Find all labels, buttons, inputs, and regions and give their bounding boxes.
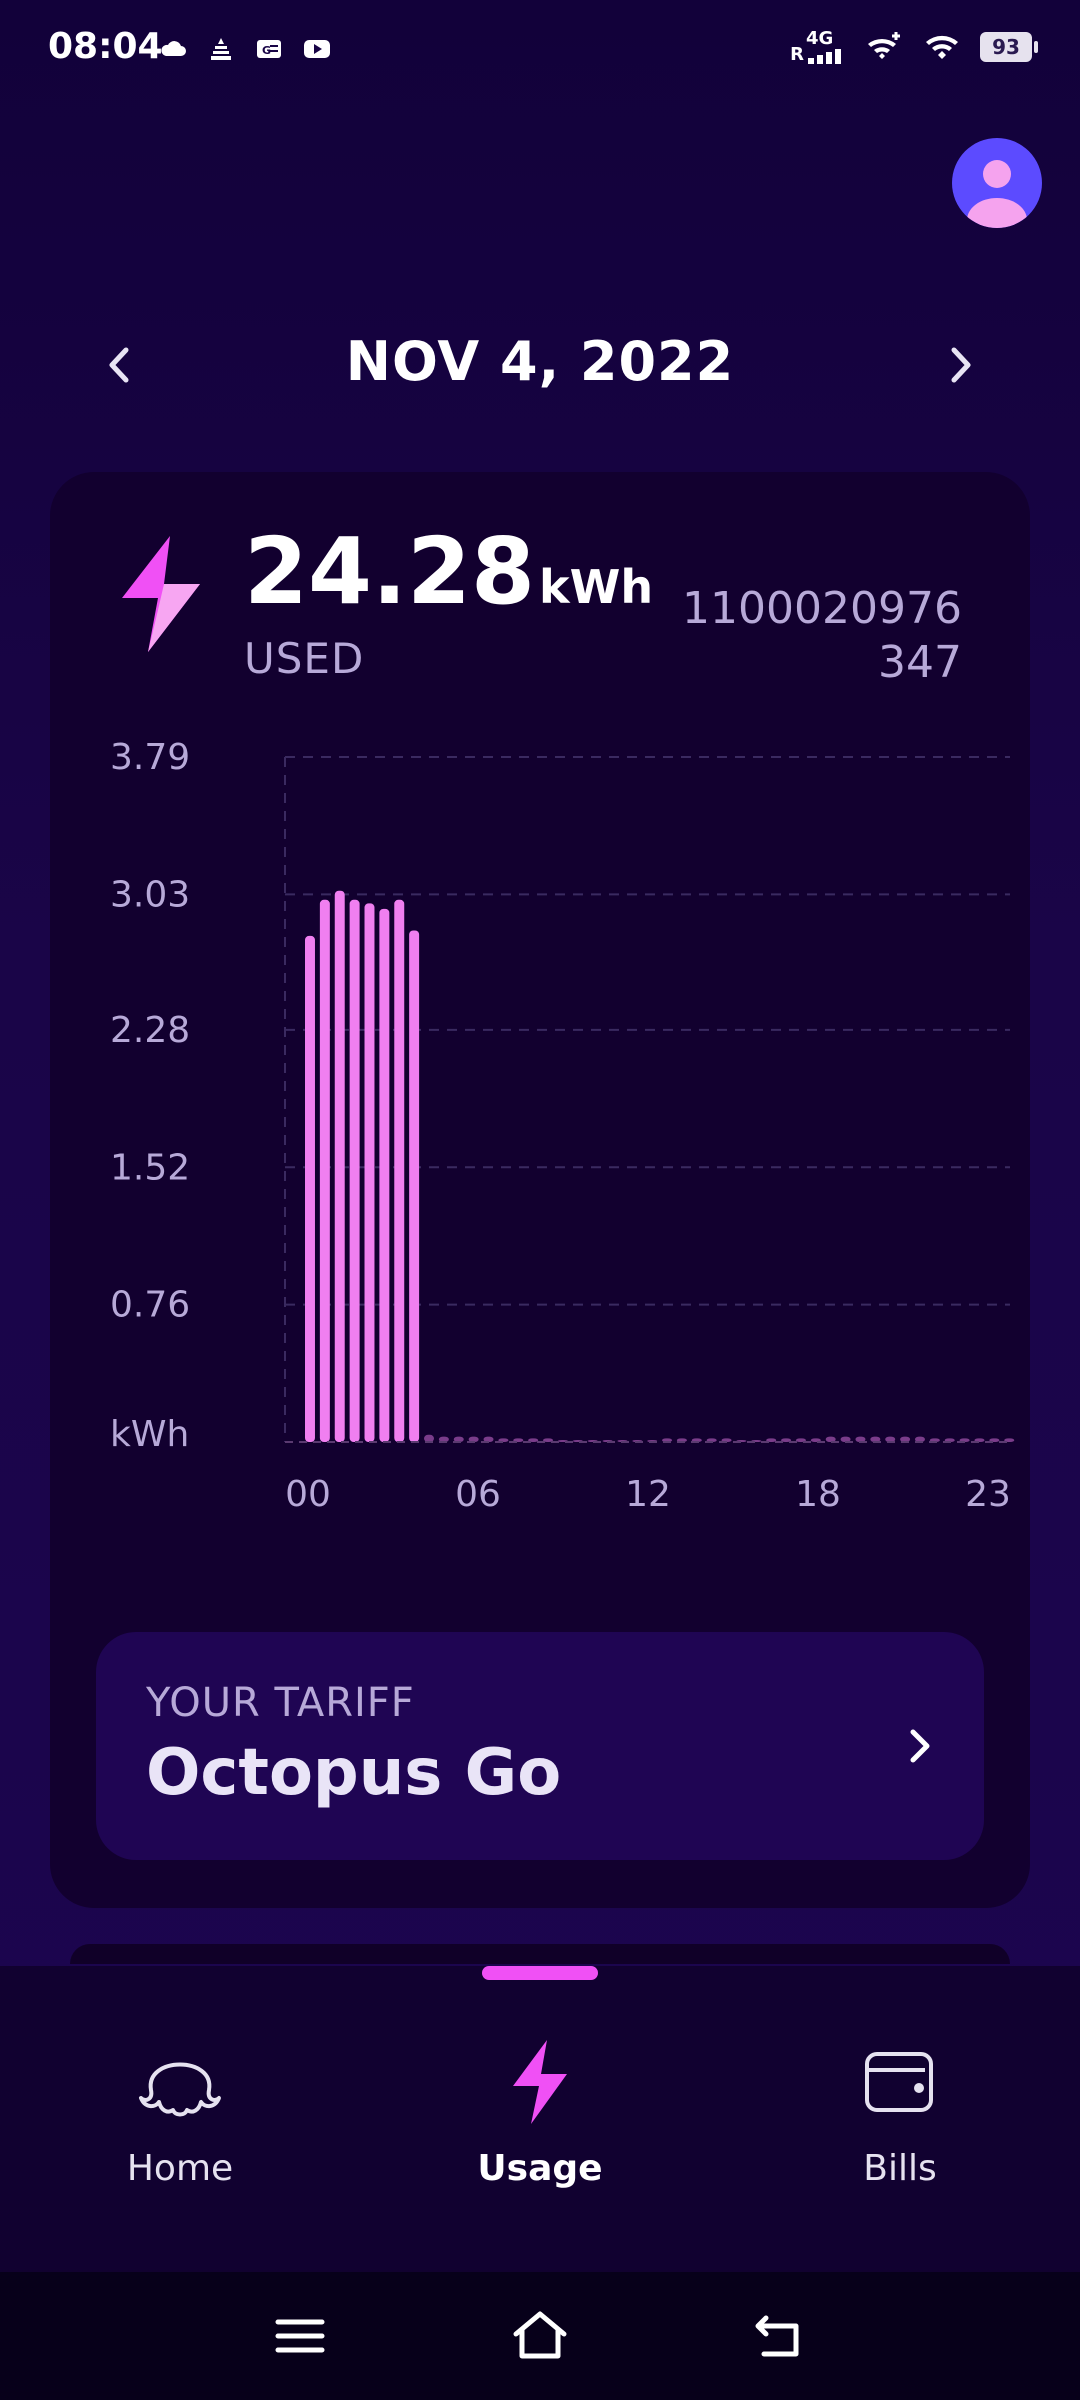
- menu-icon[interactable]: [270, 2308, 330, 2364]
- wallet-icon: [865, 2052, 933, 2112]
- lightning-icon: [513, 2040, 567, 2124]
- status-time: 08:04: [48, 26, 163, 67]
- chart-bar: [543, 1438, 554, 1442]
- nav-label-bills: Bills: [863, 2148, 937, 2189]
- battery-indicator: 93: [980, 32, 1038, 62]
- previous-day-button[interactable]: [92, 338, 146, 392]
- nav-item-usage[interactable]: Usage: [410, 2036, 670, 2236]
- status-bar: 08:04 G R 4G 93: [0, 0, 1080, 100]
- network-type-label: 4G: [806, 28, 834, 49]
- back-icon[interactable]: [750, 2308, 810, 2364]
- octopus-icon: [139, 2062, 221, 2117]
- chart-bar: [305, 935, 315, 1442]
- usage-total-value: 24.28: [244, 518, 536, 625]
- svg-text:G: G: [262, 44, 271, 57]
- chart-bar: [394, 899, 405, 1442]
- chevron-right-icon: [910, 1729, 930, 1763]
- roaming-label: R: [790, 44, 804, 65]
- chart-bar: [438, 1436, 449, 1442]
- chart-bar: [781, 1438, 792, 1442]
- chart-bar: [349, 899, 360, 1442]
- news-icon: G: [257, 40, 281, 58]
- chart-x-tick-label: 06: [455, 1474, 501, 1515]
- chart-bar: [334, 890, 345, 1442]
- status-notification-icons: G: [158, 34, 332, 64]
- chart-x-tick-label: 00: [285, 1474, 331, 1515]
- chart-x-tick-label: 18: [795, 1474, 841, 1515]
- system-navigation-bar: [0, 2272, 1080, 2400]
- usage-bar-chart: 3.79 3.03 2.28 1.52 0.76 kWh 00 06 12 18 23: [110, 737, 1015, 1515]
- chart-x-tick-label: 12: [625, 1474, 671, 1515]
- chart-bar: [855, 1436, 866, 1442]
- chart-y-tick-label: 0.76: [110, 1285, 190, 1326]
- usage-total: 24.28kWh: [244, 522, 653, 637]
- chart-bar: [840, 1436, 851, 1442]
- chart-bar: [483, 1436, 494, 1442]
- next-day-button[interactable]: [934, 338, 988, 392]
- chart-bar: [424, 1434, 434, 1442]
- wifi-icon: [926, 35, 958, 59]
- wifi-plus-icon: [868, 32, 900, 59]
- chart-y-tick-label: 3.79: [110, 737, 190, 778]
- chart-bar: [379, 908, 390, 1442]
- app-notification-icon: [211, 38, 231, 60]
- tariff-name: Octopus Go: [146, 1736, 562, 1810]
- meter-id-line2: 347: [878, 637, 962, 688]
- tariff-label: YOUR TARIFF: [146, 1680, 415, 1726]
- nav-label-home: Home: [126, 2148, 234, 2189]
- meter-id-line1: 1100020976: [682, 583, 962, 634]
- cloud-icon: [161, 41, 186, 56]
- youtube-icon: [304, 40, 330, 58]
- chart-bar: [825, 1436, 836, 1442]
- home-icon[interactable]: [510, 2308, 570, 2364]
- tariff-card[interactable]: YOUR TARIFF Octopus Go: [96, 1632, 984, 1860]
- chart-bar: [319, 899, 330, 1442]
- date-navigator: NOV 4, 2022: [80, 320, 1000, 410]
- usage-card: 24.28kWh USED 1100020976 347 3.79 3.03 2.2…: [50, 472, 1030, 1908]
- profile-avatar-button[interactable]: [952, 138, 1042, 228]
- lightning-icon: [122, 536, 200, 652]
- chart-bar: [468, 1436, 479, 1442]
- user-icon: [967, 160, 1027, 228]
- next-card-peek: [70, 1944, 1010, 1964]
- signal-bars-icon: [808, 49, 841, 64]
- chart-bar: [409, 930, 420, 1442]
- nav-item-home[interactable]: Home: [50, 2036, 310, 2236]
- nav-label-usage: Usage: [477, 2148, 603, 2189]
- cellular-signal: R 4G: [790, 30, 846, 64]
- chart-bar: [453, 1436, 464, 1442]
- bottom-navigation: Home Usage Bills: [0, 1966, 1080, 2272]
- selected-date: NOV 4, 2022: [345, 330, 735, 393]
- chart-y-tick-label: 1.52: [110, 1147, 190, 1188]
- active-tab-indicator: [482, 1966, 598, 1980]
- chart-y-unit-label: kWh: [110, 1414, 189, 1455]
- chart-x-tick-label: 23: [965, 1474, 1011, 1515]
- usage-total-unit: kWh: [539, 560, 654, 614]
- chart-bar: [364, 903, 375, 1442]
- chart-y-tick-label: 2.28: [110, 1010, 190, 1051]
- usage-label: USED: [244, 634, 365, 683]
- chart-bar: [900, 1436, 911, 1442]
- status-system-icons: R 4G 93: [790, 30, 1038, 64]
- meter-identifier: 1100020976 347: [682, 582, 962, 690]
- chart-bar: [885, 1436, 896, 1442]
- chart-bar: [870, 1436, 881, 1442]
- chart-y-tick-label: 3.03: [110, 874, 190, 915]
- chart-bar: [914, 1436, 925, 1442]
- nav-item-bills[interactable]: Bills: [770, 2036, 1030, 2236]
